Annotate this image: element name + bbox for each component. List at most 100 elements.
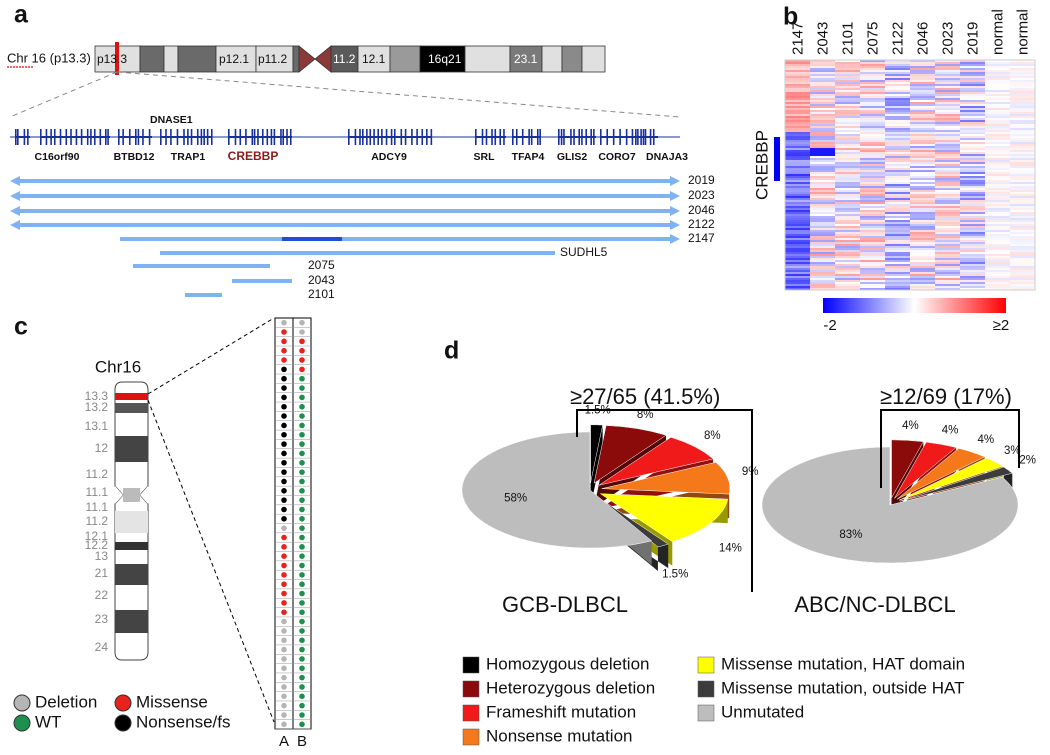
gene-label: TFAP4 (512, 151, 545, 163)
heatmap-cell (835, 168, 860, 170)
exon (118, 129, 120, 145)
pie-slice (894, 441, 957, 499)
exon (239, 129, 242, 145)
heatmap-cell (1010, 118, 1035, 120)
heatmap-cell (835, 138, 860, 140)
legend-label: Missense (136, 692, 208, 711)
mutation-dot (299, 628, 305, 634)
heatmap-cell (985, 160, 1010, 162)
heatmap-cell (935, 98, 960, 100)
heatmap-cell (960, 140, 985, 142)
heatmap-cell (785, 148, 810, 150)
heatmap-cell (810, 128, 835, 130)
heatmap-cell (835, 214, 860, 216)
exon (196, 129, 199, 145)
heatmap-cell (885, 70, 910, 72)
heatmap-cell (935, 220, 960, 222)
heatmap-cell (1010, 180, 1035, 182)
heatmap-cell (810, 130, 835, 132)
heatmap-cell (985, 168, 1010, 170)
mutation-dot (281, 618, 287, 625)
heatmap-cell (985, 266, 1010, 268)
heatmap-cell (885, 170, 910, 172)
exon (385, 129, 388, 145)
mutation-dot (299, 516, 305, 522)
heatmap-cell (885, 244, 910, 246)
heatmap-cell (810, 144, 835, 146)
heatmap-cell (860, 194, 885, 196)
heatmap-cell (1010, 222, 1035, 224)
heatmap-cell (1010, 172, 1035, 174)
heatmap-cell (810, 82, 835, 84)
heatmap-cell (885, 172, 910, 174)
heatmap-cell (835, 62, 860, 64)
heatmap-cell (985, 94, 1010, 96)
heatmap-cell (1010, 146, 1035, 148)
heatmap-cell (785, 108, 810, 110)
heatmap-cell (960, 80, 985, 82)
mutation-dot (281, 413, 287, 419)
heatmap-cell (785, 152, 810, 154)
heatmap-cell (910, 276, 935, 278)
heatmap-cell (785, 110, 810, 112)
heatmap-cell (960, 272, 985, 274)
heatmap-cell (960, 198, 985, 200)
heatmap-cell (860, 116, 885, 118)
heatmap-cell (910, 140, 935, 142)
exon (485, 129, 488, 145)
heatmap-cell (835, 156, 860, 158)
heatmap-cell (935, 172, 960, 174)
heatmap-cell (885, 254, 910, 256)
heatmap-cell (910, 62, 935, 64)
heatmap-cell (885, 84, 910, 86)
heatmap-cell (885, 100, 910, 102)
exon (521, 129, 524, 145)
heatmap-cell (1010, 226, 1035, 228)
heatmap-cell (960, 286, 985, 288)
heatmap-cell (985, 272, 1010, 274)
heatmap-cell (960, 238, 985, 240)
legend-label: Frameshift mutation (486, 702, 636, 721)
heatmap-cell (1010, 60, 1035, 62)
heatmap-cell (985, 222, 1010, 224)
heatmap-cell (1010, 182, 1035, 184)
exon (354, 129, 357, 145)
dot-legend: Deletion Missense WT Nonsense/fs (13, 692, 231, 732)
exon (416, 129, 418, 145)
heatmap-cell (910, 214, 935, 216)
heatmap-cell (910, 136, 935, 138)
heatmap-cell (910, 218, 935, 220)
heatmap-cell (935, 128, 960, 130)
heatmap-cell (785, 156, 810, 158)
exon (273, 129, 276, 145)
column-label: 2043 (814, 22, 831, 55)
heatmap-cell (910, 226, 935, 228)
exon (481, 129, 484, 145)
exon (270, 129, 273, 145)
gene-label: CREBBP (228, 149, 279, 163)
heatmap-cell (860, 72, 885, 74)
heatmap-cell (935, 198, 960, 200)
heatmap-cell (1010, 110, 1035, 112)
heatmap-cell (1010, 88, 1035, 90)
heatmap-cell (835, 158, 860, 160)
heatmap-cell (985, 204, 1010, 206)
heatmap-cell (785, 182, 810, 184)
heatmap-cell (1010, 258, 1035, 260)
heatmap-cell (960, 118, 985, 120)
heatmap-cell (1010, 214, 1035, 216)
heatmap-cell (910, 72, 935, 74)
heatmap-cell (910, 118, 935, 120)
heatmap-cell (1010, 196, 1035, 198)
heatmap-cell (885, 128, 910, 130)
heatmap-cell (985, 92, 1010, 94)
heatmap-cell (960, 252, 985, 254)
panel-label: a (14, 1, 29, 29)
band-label: 23 (95, 612, 109, 626)
heatmap-cell (885, 158, 910, 160)
heatmap-cell (810, 260, 835, 262)
exon (176, 129, 179, 145)
deletion-span (133, 264, 270, 268)
heatmap-cell (785, 282, 810, 284)
heatmap-cell (935, 62, 960, 64)
